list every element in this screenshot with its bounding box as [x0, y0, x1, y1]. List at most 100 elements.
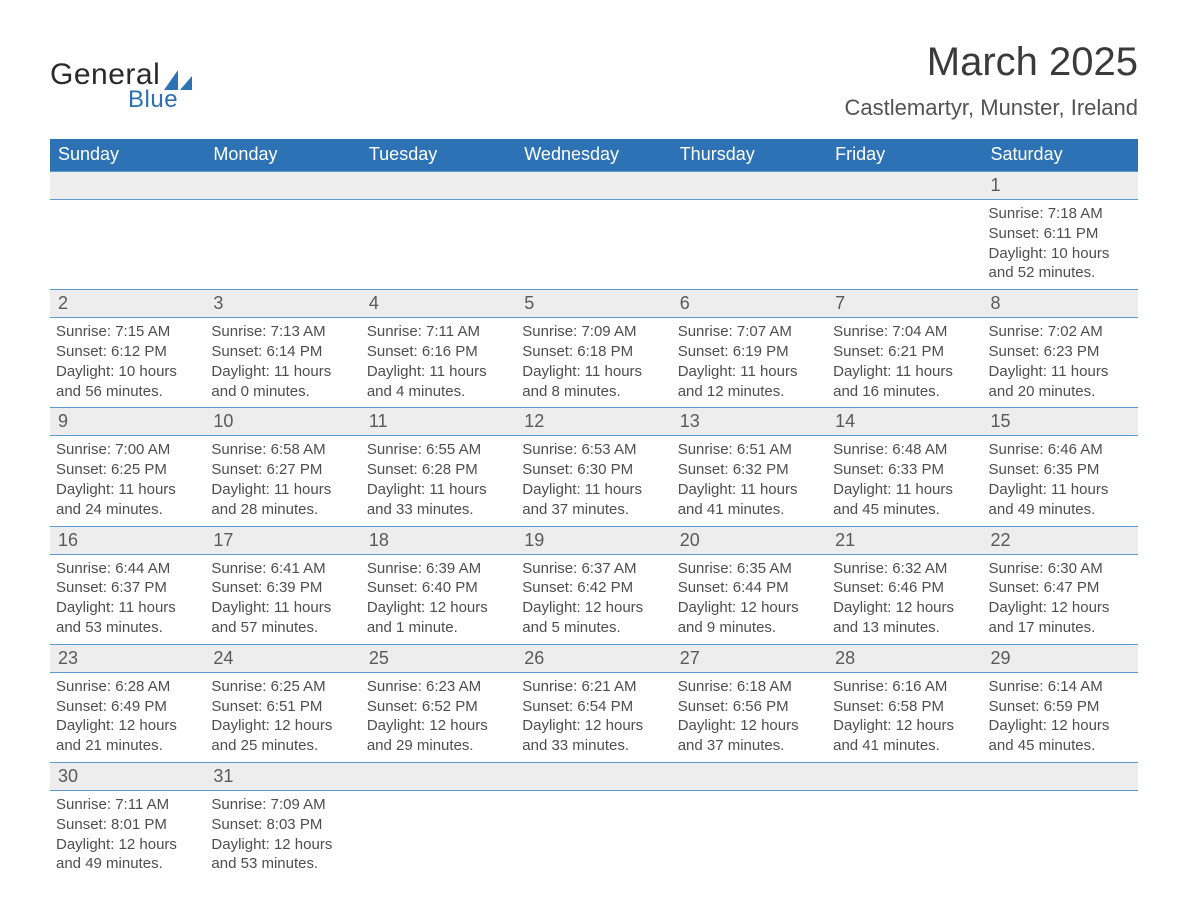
calendar-header-row: SundayMondayTuesdayWednesdayThursdayFrid…	[50, 139, 1138, 172]
day-content-cell	[983, 790, 1138, 880]
day-content-cell: Sunrise: 6:18 AMSunset: 6:56 PMDaylight:…	[672, 672, 827, 762]
day-number-cell: 13	[672, 408, 827, 436]
day-content-cell	[50, 200, 205, 290]
day-number-cell: 14	[827, 408, 982, 436]
sunrise-line: Sunrise: 7:00 AM	[56, 440, 199, 460]
sunrise-line: Sunrise: 6:18 AM	[678, 677, 821, 697]
day-number: 19	[516, 527, 671, 554]
sunset-line: Sunset: 6:40 PM	[367, 578, 510, 598]
day-number-cell: 18	[361, 526, 516, 554]
sunset-line: Sunset: 6:35 PM	[989, 460, 1132, 480]
month-title: March 2025	[845, 40, 1138, 85]
daylight-line: Daylight: 12 hours and 9 minutes.	[678, 598, 821, 638]
day-number: 18	[361, 527, 516, 554]
day-number: 17	[205, 527, 360, 554]
day-content-cell	[516, 790, 671, 880]
sunrise-line: Sunrise: 6:46 AM	[989, 440, 1132, 460]
sunset-line: Sunset: 6:32 PM	[678, 460, 821, 480]
day-content-cell: Sunrise: 6:55 AMSunset: 6:28 PMDaylight:…	[361, 436, 516, 526]
day-number-cell: 26	[516, 644, 671, 672]
day-number: 1	[983, 172, 1138, 199]
sunrise-line: Sunrise: 7:15 AM	[56, 322, 199, 342]
sunrise-line: Sunrise: 7:11 AM	[367, 322, 510, 342]
day-content-cell: Sunrise: 6:23 AMSunset: 6:52 PMDaylight:…	[361, 672, 516, 762]
day-number-cell: 8	[983, 290, 1138, 318]
day-number-cell: 21	[827, 526, 982, 554]
weekday-header: Tuesday	[361, 139, 516, 172]
day-details: Sunrise: 6:46 AMSunset: 6:35 PMDaylight:…	[983, 436, 1138, 525]
day-content-cell	[827, 200, 982, 290]
sunset-line: Sunset: 6:56 PM	[678, 697, 821, 717]
sunrise-line: Sunrise: 6:25 AM	[211, 677, 354, 697]
day-number: 20	[672, 527, 827, 554]
day-details: Sunrise: 6:16 AMSunset: 6:58 PMDaylight:…	[827, 673, 982, 762]
day-number: 10	[205, 408, 360, 435]
day-content-cell: Sunrise: 6:32 AMSunset: 6:46 PMDaylight:…	[827, 554, 982, 644]
daylight-line: Daylight: 11 hours and 57 minutes.	[211, 598, 354, 638]
day-number-cell	[672, 172, 827, 200]
day-number-cell: 3	[205, 290, 360, 318]
sunset-line: Sunset: 6:11 PM	[989, 224, 1132, 244]
daylight-line: Daylight: 11 hours and 53 minutes.	[56, 598, 199, 638]
day-number-cell	[827, 172, 982, 200]
day-details: Sunrise: 6:14 AMSunset: 6:59 PMDaylight:…	[983, 673, 1138, 762]
day-number-cell: 24	[205, 644, 360, 672]
daylight-line: Daylight: 12 hours and 17 minutes.	[989, 598, 1132, 638]
day-content-cell: Sunrise: 6:21 AMSunset: 6:54 PMDaylight:…	[516, 672, 671, 762]
brand-logo: General Blue	[50, 58, 192, 114]
sunrise-line: Sunrise: 6:16 AM	[833, 677, 976, 697]
day-number-cell: 28	[827, 644, 982, 672]
daylight-line: Daylight: 11 hours and 12 minutes.	[678, 362, 821, 402]
sunset-line: Sunset: 6:28 PM	[367, 460, 510, 480]
day-number-cell	[516, 172, 671, 200]
day-number-cell: 7	[827, 290, 982, 318]
day-number: 9	[50, 408, 205, 435]
day-number-cell: 2	[50, 290, 205, 318]
day-number: 14	[827, 408, 982, 435]
day-content-cell: Sunrise: 7:15 AMSunset: 6:12 PMDaylight:…	[50, 318, 205, 408]
daylight-line: Daylight: 12 hours and 25 minutes.	[211, 716, 354, 756]
sunset-line: Sunset: 6:37 PM	[56, 578, 199, 598]
day-details: Sunrise: 6:21 AMSunset: 6:54 PMDaylight:…	[516, 673, 671, 762]
sunset-line: Sunset: 6:16 PM	[367, 342, 510, 362]
location-text: Castlemartyr, Munster, Ireland	[845, 95, 1138, 121]
sunrise-line: Sunrise: 7:09 AM	[211, 795, 354, 815]
day-number-cell	[672, 762, 827, 790]
day-number-cell: 12	[516, 408, 671, 436]
sunrise-line: Sunrise: 6:48 AM	[833, 440, 976, 460]
sunset-line: Sunset: 6:30 PM	[522, 460, 665, 480]
day-number: 21	[827, 527, 982, 554]
day-number: 26	[516, 645, 671, 672]
sunset-line: Sunset: 6:19 PM	[678, 342, 821, 362]
day-number-cell	[50, 172, 205, 200]
day-number: 25	[361, 645, 516, 672]
day-details: Sunrise: 6:44 AMSunset: 6:37 PMDaylight:…	[50, 555, 205, 644]
day-details: Sunrise: 6:25 AMSunset: 6:51 PMDaylight:…	[205, 673, 360, 762]
day-details: Sunrise: 7:09 AMSunset: 6:18 PMDaylight:…	[516, 318, 671, 407]
day-content-cell: Sunrise: 7:11 AMSunset: 6:16 PMDaylight:…	[361, 318, 516, 408]
day-content-cell: Sunrise: 7:18 AMSunset: 6:11 PMDaylight:…	[983, 200, 1138, 290]
day-content-cell: Sunrise: 6:46 AMSunset: 6:35 PMDaylight:…	[983, 436, 1138, 526]
day-number: 7	[827, 290, 982, 317]
day-details: Sunrise: 6:53 AMSunset: 6:30 PMDaylight:…	[516, 436, 671, 525]
sunset-line: Sunset: 6:47 PM	[989, 578, 1132, 598]
day-number: 13	[672, 408, 827, 435]
day-content-cell: Sunrise: 6:35 AMSunset: 6:44 PMDaylight:…	[672, 554, 827, 644]
sunset-line: Sunset: 6:59 PM	[989, 697, 1132, 717]
sunset-line: Sunset: 6:39 PM	[211, 578, 354, 598]
day-content-cell: Sunrise: 6:28 AMSunset: 6:49 PMDaylight:…	[50, 672, 205, 762]
day-content-cell: Sunrise: 6:51 AMSunset: 6:32 PMDaylight:…	[672, 436, 827, 526]
day-content-cell: Sunrise: 6:53 AMSunset: 6:30 PMDaylight:…	[516, 436, 671, 526]
day-details: Sunrise: 6:39 AMSunset: 6:40 PMDaylight:…	[361, 555, 516, 644]
day-number: 15	[983, 408, 1138, 435]
day-number-cell	[827, 762, 982, 790]
day-number-cell	[983, 762, 1138, 790]
day-number: 2	[50, 290, 205, 317]
weekday-header: Sunday	[50, 139, 205, 172]
day-number: 16	[50, 527, 205, 554]
sunrise-line: Sunrise: 7:07 AM	[678, 322, 821, 342]
weekday-header: Thursday	[672, 139, 827, 172]
day-number-cell: 23	[50, 644, 205, 672]
day-content-cell: Sunrise: 7:07 AMSunset: 6:19 PMDaylight:…	[672, 318, 827, 408]
day-details: Sunrise: 7:07 AMSunset: 6:19 PMDaylight:…	[672, 318, 827, 407]
